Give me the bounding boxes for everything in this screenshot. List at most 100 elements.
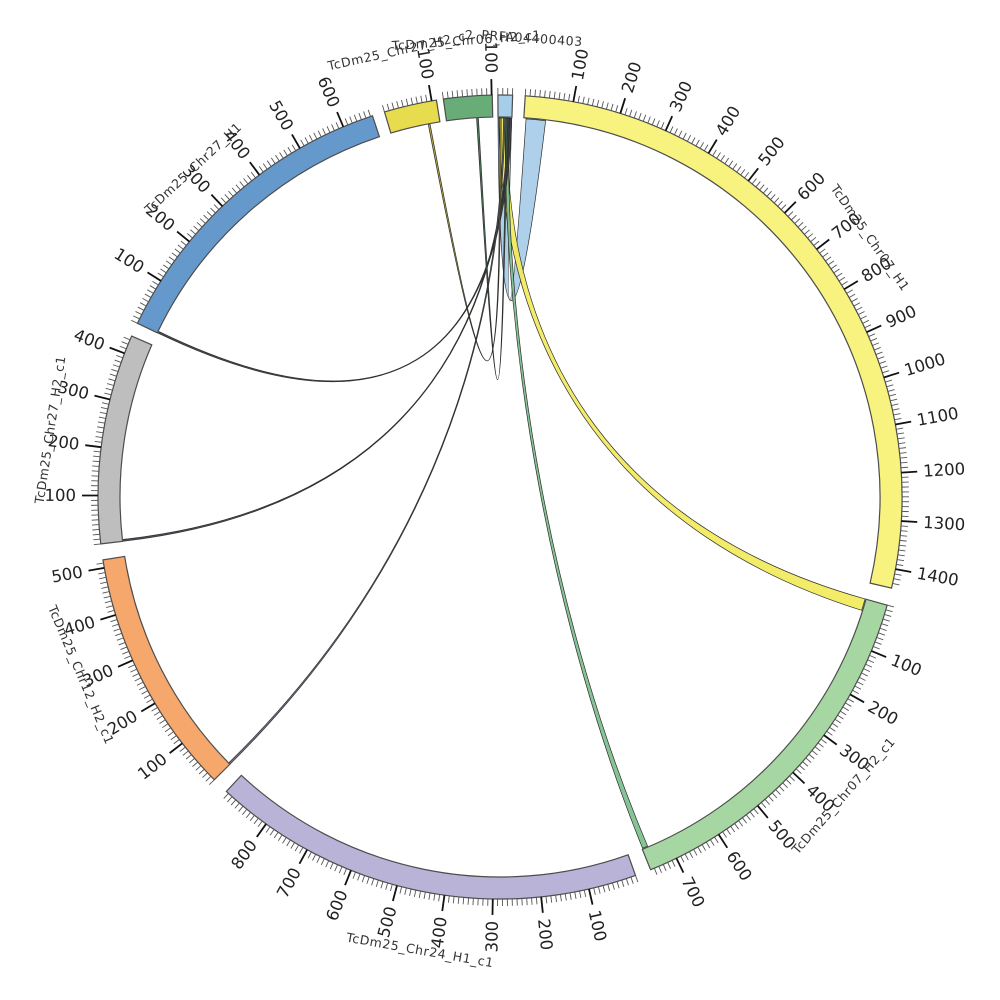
minor-tick <box>153 711 161 716</box>
minor-tick <box>889 393 897 397</box>
minor-tick <box>253 817 259 825</box>
minor-tick <box>104 600 112 604</box>
minor-tick <box>157 272 164 278</box>
minor-tick <box>375 880 379 887</box>
tick-label: 200 <box>534 918 556 951</box>
minor-tick <box>900 466 908 469</box>
segment-arc-TcDm25_Chr27_H2_c2 <box>383 99 441 134</box>
minor-tick <box>563 93 566 101</box>
minor-tick <box>242 808 248 815</box>
minor-tick <box>785 779 792 785</box>
minor-tick <box>839 710 847 716</box>
minor-tick <box>177 244 184 250</box>
minor-tick <box>163 264 170 270</box>
minor-tick <box>208 779 215 786</box>
minor-tick <box>149 285 157 290</box>
major-tick <box>256 823 267 838</box>
minor-tick <box>247 175 253 182</box>
major-tick <box>843 280 859 291</box>
minor-tick <box>766 190 772 197</box>
minor-tick <box>852 689 859 694</box>
minor-tick <box>863 668 871 673</box>
minor-tick <box>101 586 109 589</box>
minor-tick <box>807 233 814 239</box>
minor-tick <box>114 359 122 363</box>
minor-tick <box>855 306 863 311</box>
minor-tick <box>283 149 288 157</box>
major-tick <box>707 139 718 154</box>
major-tick <box>441 895 446 912</box>
minor-tick <box>795 768 802 774</box>
minor-tick <box>817 742 824 748</box>
major-tick <box>895 568 912 573</box>
minor-tick <box>894 573 902 576</box>
major-tick <box>169 742 183 754</box>
minor-tick <box>885 379 893 383</box>
minor-tick <box>896 427 904 430</box>
minor-tick <box>249 814 255 822</box>
tick-label: 400 <box>428 916 451 950</box>
minor-tick <box>456 90 459 98</box>
minor-tick <box>122 650 130 655</box>
minor-tick <box>205 775 212 782</box>
minor-tick <box>892 408 900 411</box>
minor-tick <box>697 846 702 854</box>
segment-arc-TcDm25_Chr24_H1_c1 <box>225 774 637 900</box>
minor-tick <box>834 718 842 724</box>
minor-tick <box>797 222 804 228</box>
minor-tick <box>616 881 620 889</box>
minor-tick <box>118 641 126 646</box>
minor-tick <box>688 851 694 858</box>
minor-tick <box>760 802 767 809</box>
minor-tick <box>814 746 821 752</box>
minor-tick <box>123 336 131 341</box>
major-tick <box>249 161 261 176</box>
segment-label-PRFA04400403: PRFA04400403 <box>481 27 583 49</box>
minor-tick <box>770 194 776 200</box>
minor-tick <box>877 356 885 360</box>
major-tick <box>336 111 345 128</box>
minor-tick <box>682 132 687 140</box>
minor-tick <box>457 896 460 904</box>
major-tick <box>88 566 105 572</box>
major-tick <box>94 394 111 401</box>
minor-tick <box>329 862 334 870</box>
minor-tick <box>185 754 192 760</box>
minor-tick <box>152 280 159 286</box>
minor-tick <box>734 823 740 830</box>
minor-tick <box>258 166 264 173</box>
minor-tick <box>92 460 100 463</box>
minor-tick <box>794 218 801 224</box>
links-layer <box>122 117 866 849</box>
minor-tick <box>286 839 291 847</box>
minor-tick <box>92 465 100 467</box>
minor-tick <box>845 702 852 707</box>
minor-tick <box>544 90 546 98</box>
minor-tick <box>146 698 153 704</box>
minor-tick <box>859 676 866 681</box>
minor-tick <box>239 181 245 188</box>
minor-tick <box>825 256 832 262</box>
minor-tick <box>882 370 890 374</box>
minor-tick <box>897 554 905 557</box>
minor-tick <box>103 595 111 599</box>
minor-tick <box>438 894 441 902</box>
minor-tick <box>269 829 275 836</box>
minor-tick <box>854 685 862 690</box>
minor-tick <box>621 879 625 887</box>
minor-tick <box>771 792 778 799</box>
minor-tick <box>550 895 553 903</box>
major-tick <box>210 194 224 207</box>
minor-tick <box>545 896 548 904</box>
link-PRFA04400403-to-TcDm25_Chr07_H2_c1 <box>498 117 866 611</box>
minor-tick <box>171 252 178 258</box>
minor-tick <box>740 169 746 176</box>
minor-tick <box>846 289 853 294</box>
minor-tick <box>674 128 678 135</box>
minor-tick <box>151 707 158 712</box>
minor-tick <box>193 225 200 232</box>
minor-tick <box>291 144 297 151</box>
minor-tick <box>869 654 877 659</box>
minor-tick <box>401 99 404 107</box>
minor-tick <box>250 172 256 179</box>
